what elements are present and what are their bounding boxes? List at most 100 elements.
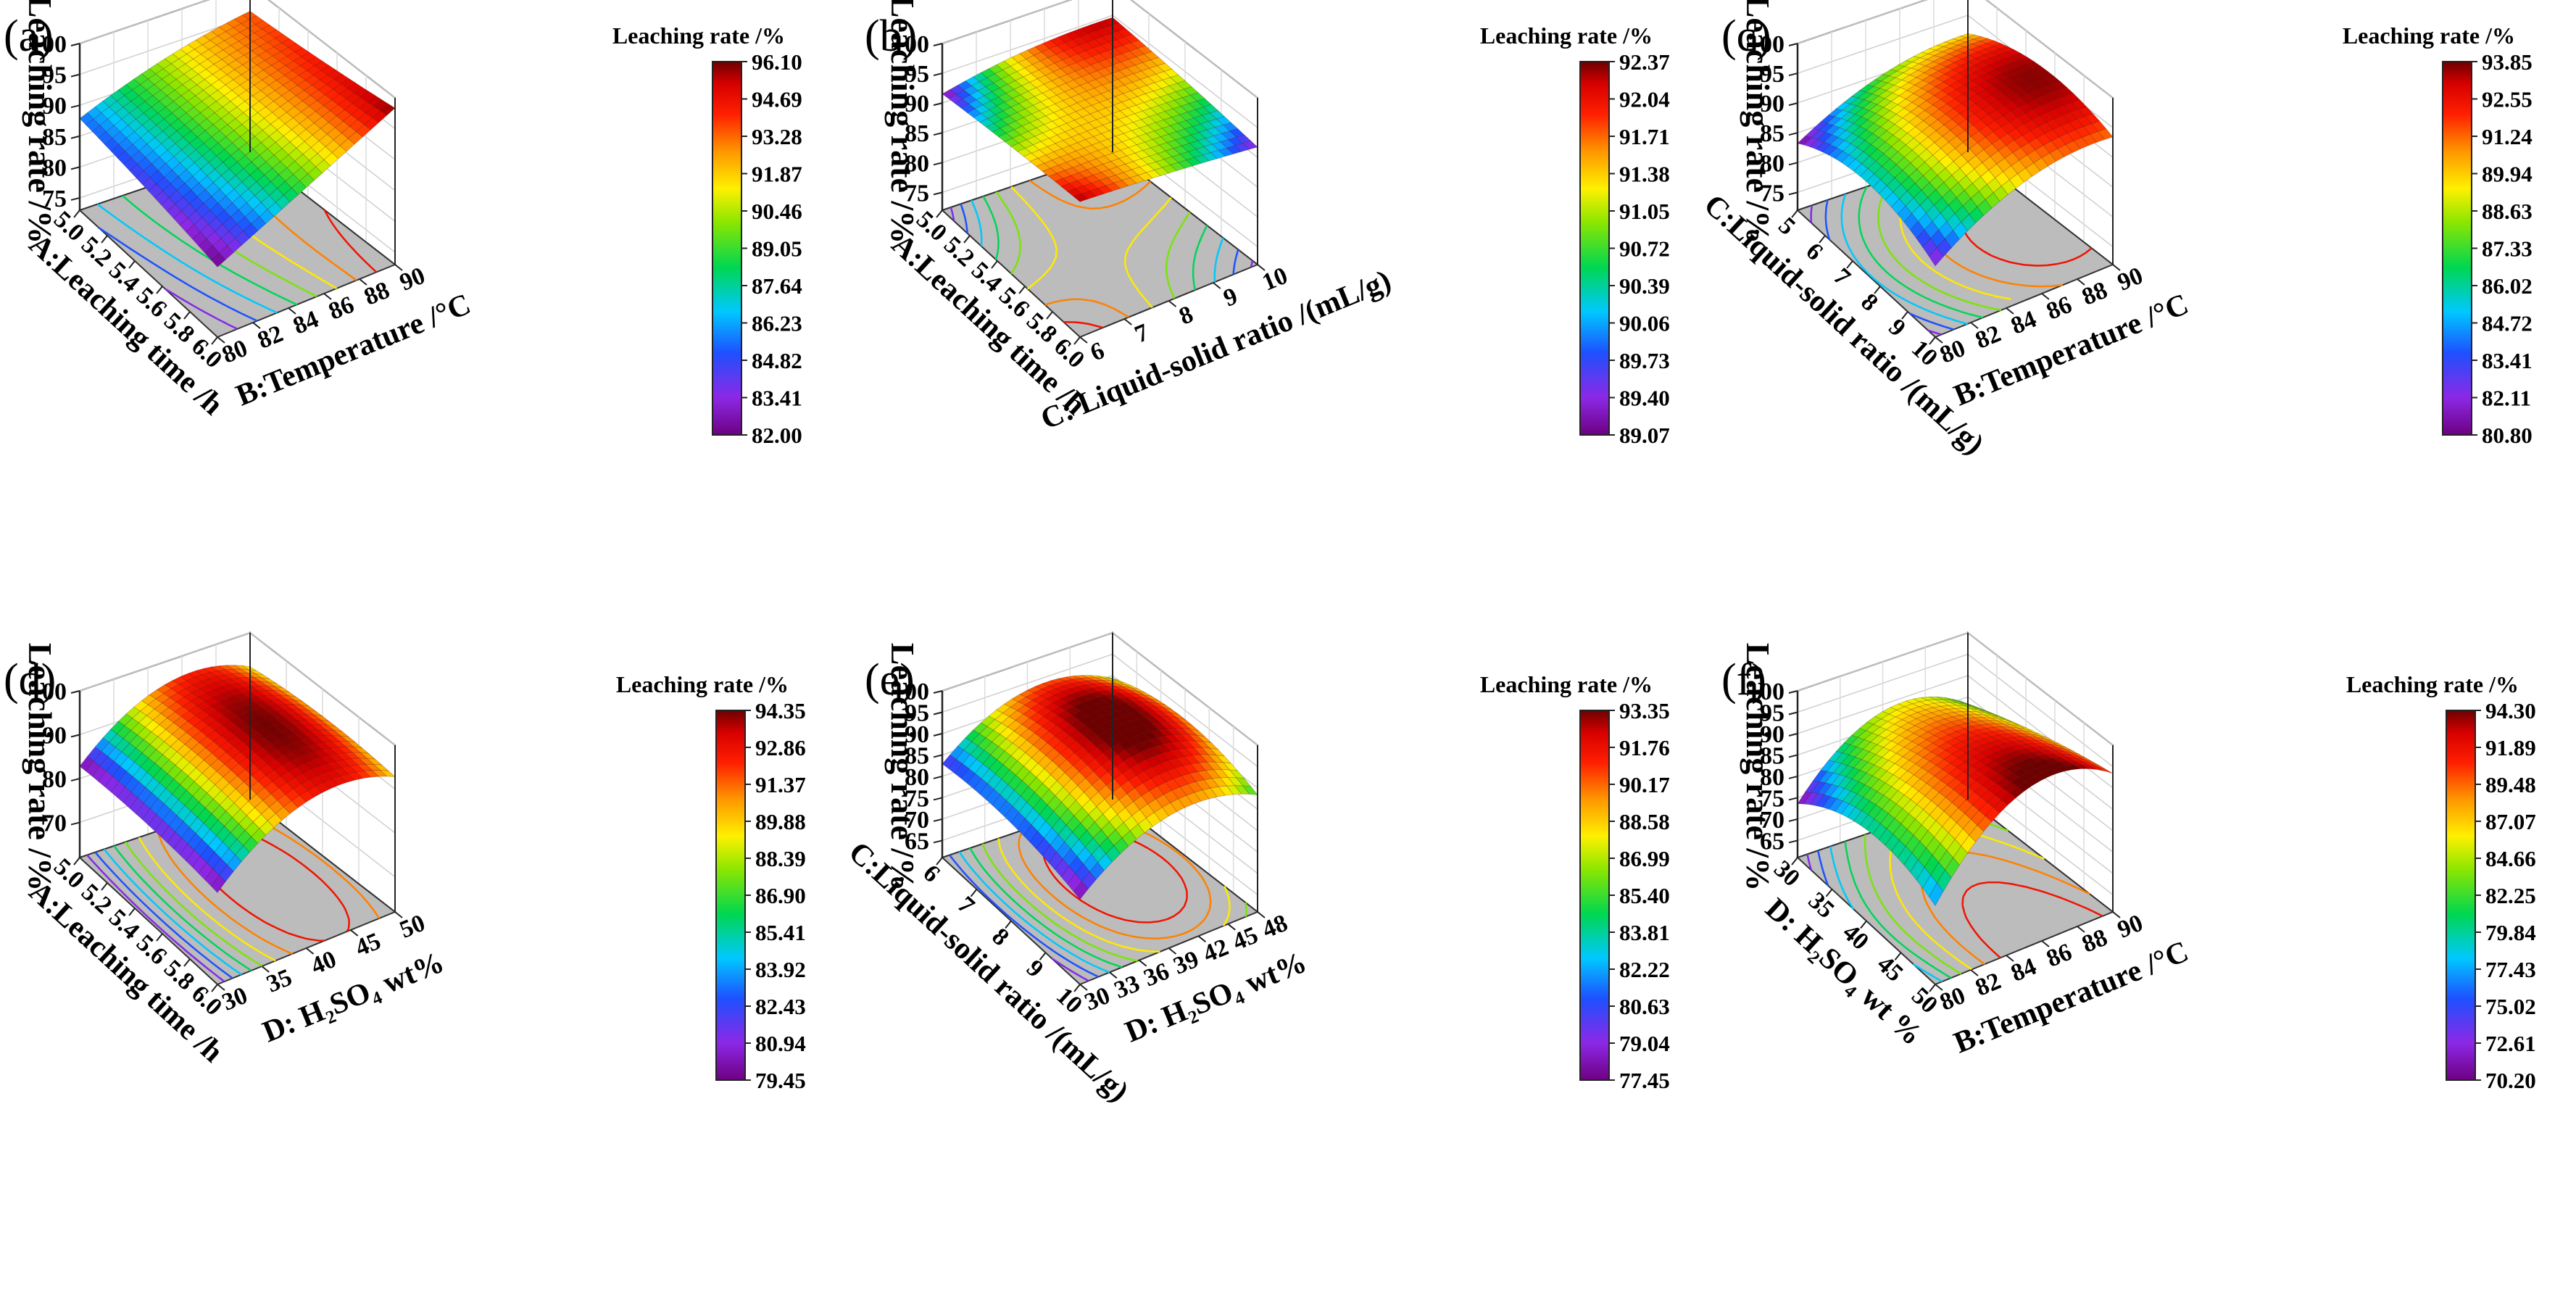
y-tick-label: 33 [1110, 970, 1143, 1004]
x-tick-mark [1005, 920, 1012, 929]
colorbar-tick-label: 89.88 [755, 809, 806, 834]
z-tick-mark [1788, 102, 1798, 107]
colorbar-title: Leaching rate /% [1480, 22, 1653, 49]
y-tick-label: 7 [1131, 319, 1152, 349]
y-tick-label: 8 [1176, 301, 1197, 331]
colorbar-tick-label: 82.25 [2485, 883, 2536, 908]
colorbar-tick-label: 89.07 [1619, 423, 1670, 448]
colorbar-tick-label: 80.63 [1619, 994, 1670, 1019]
y-tick-label: 86 [2043, 939, 2075, 973]
z-tick-label: 70 [1760, 807, 1784, 834]
colorbar-tick-label: 91.71 [1619, 124, 1670, 149]
z-tick-label: 100 [30, 31, 67, 58]
y-tick-mark [394, 264, 403, 271]
z-tick-label: 95 [1760, 61, 1784, 88]
colorbar-tick-label: 77.43 [2485, 957, 2536, 982]
floor-contour [1844, 800, 1978, 979]
y-tick-mark [1213, 282, 1221, 289]
floor-contour [96, 203, 278, 314]
colorbar-tick-label: 87.33 [2482, 236, 2533, 262]
x-tick-mark [101, 235, 108, 244]
z-tick-label: 100 [1748, 31, 1784, 58]
colorbar-tick-label: 88.58 [1619, 809, 1670, 834]
colorbar-tick-label: 92.37 [1619, 49, 1670, 75]
z-tick-mark [1788, 839, 1798, 844]
x-tick-mark [1901, 311, 1908, 320]
colorbar-tick-label: 90.72 [1619, 236, 1670, 262]
y-tick-mark [350, 929, 359, 937]
z-tick-label: 100 [1748, 678, 1784, 705]
colorbar [1579, 61, 1610, 436]
z-tick-label: 100 [892, 31, 929, 58]
z-tick-label: 75 [42, 186, 67, 212]
y-tick-mark [1935, 984, 1943, 991]
x-tick-label: 8 [986, 923, 1014, 951]
colorbar-title: Leaching rate /% [2343, 22, 2515, 49]
z-tick-label: 95 [905, 700, 929, 726]
colorbar-tick-label: 91.37 [755, 772, 806, 797]
z-tick-mark [933, 711, 943, 715]
x-tick-mark [73, 857, 80, 866]
colorbar-tick-label: 83.92 [755, 957, 806, 982]
colorbar [2442, 61, 2472, 436]
x-tick-mark [1860, 920, 1867, 929]
x-tick-mark [183, 311, 191, 320]
colorbar-tick-label: 93.28 [752, 124, 802, 149]
y-tick-label: 36 [1140, 958, 1173, 992]
x-tick-mark [156, 933, 163, 942]
y-tick-mark [2006, 955, 2014, 962]
z-tick-label: 90 [42, 723, 67, 750]
panel-letter: (c) [1721, 12, 1771, 61]
z-tick-label: 70 [42, 810, 67, 837]
y-tick-label: 86 [2043, 291, 2075, 325]
colorbar-tick-label: 72.61 [2485, 1031, 2536, 1056]
x-tick-mark [1791, 857, 1798, 866]
colorbar-tick-label: 80.94 [755, 1031, 806, 1056]
x-tick-mark [128, 908, 136, 916]
floor-contour [86, 854, 225, 983]
colorbar [2446, 710, 2476, 1081]
panel-letter: (a) [4, 12, 54, 61]
colorbar-tick-label: 92.04 [1619, 87, 1670, 112]
y-tick-mark [1139, 959, 1147, 967]
z-tick-label: 100 [30, 678, 67, 705]
colorbar-title: Leaching rate /% [1480, 671, 1653, 697]
y-tick-mark [2006, 307, 2014, 315]
z-tick-mark [933, 162, 943, 166]
z-tick-mark [933, 102, 943, 107]
x-tick-mark [73, 209, 80, 218]
colorbar-tick-label: 89.73 [1619, 348, 1670, 373]
z-tick-label: 85 [1760, 742, 1784, 769]
z-tick-label: 85 [905, 742, 929, 769]
y-tick-mark [2112, 264, 2121, 271]
floor-contour [949, 854, 1100, 978]
y-tick-label: 9 [1220, 283, 1242, 312]
response-surface [79, 10, 396, 267]
x-tick-mark [936, 857, 943, 866]
floor-contour [138, 800, 276, 962]
y-tick-label: 82 [1972, 320, 2004, 354]
z-tick-label: 75 [905, 180, 929, 207]
z-tick-mark [70, 166, 80, 170]
z-tick-mark [70, 73, 80, 78]
colorbar-tick-label: 87.64 [752, 273, 802, 299]
y-tick-mark [252, 322, 261, 329]
z-tick-mark [1788, 690, 1798, 694]
z-tick-label: 75 [1760, 785, 1784, 812]
colorbar-tick-label: 87.07 [2485, 809, 2536, 834]
y-tick-label: 88 [360, 277, 393, 311]
colorbar-tick-label: 90.06 [1619, 311, 1670, 336]
y-tick-mark [1257, 264, 1266, 271]
z-axis-title: Leaching rate /% [1740, 0, 1777, 244]
z-tick-label: 95 [905, 61, 929, 88]
z-tick-label: 80 [42, 154, 67, 181]
x-tick-mark [1819, 235, 1826, 244]
floor-contour [1051, 957, 1089, 982]
colorbar-tick-label: 86.23 [752, 311, 802, 336]
floor-contour [94, 851, 233, 979]
x-tick-label: 9 [1021, 955, 1049, 983]
z-tick-mark [70, 104, 80, 109]
x-tick-mark [1929, 336, 1936, 345]
